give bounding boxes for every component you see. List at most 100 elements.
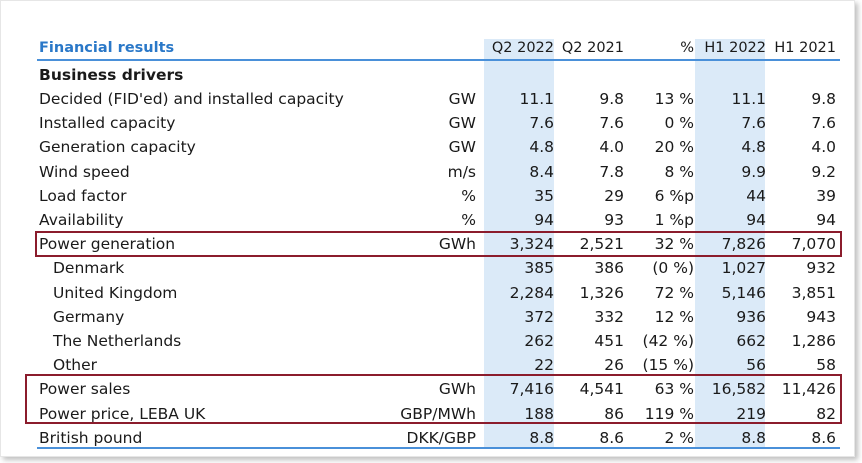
cell-pct: 2 %: [664, 428, 694, 447]
row-unit: DKK/GBP: [406, 428, 476, 447]
row-unit: %: [461, 186, 476, 205]
table-row: Other 22 26 (15 %) 56 58: [1, 353, 854, 377]
cell-q2-2022: 262: [524, 332, 554, 350]
row-label: Power generation: [39, 235, 176, 254]
row-label: Decided (FID'ed) and installed capacity: [39, 90, 344, 108]
power-generation-highlight-box: [35, 231, 842, 257]
row-label: Other: [53, 356, 98, 375]
cell-h1-2021: 8.6: [811, 428, 836, 447]
cell-pct: 72 %: [654, 283, 694, 302]
table-row: United Kingdom 2,284 1,326 72 % 5,146 3,851: [1, 281, 854, 305]
cell-q2-2021: 29: [604, 186, 624, 205]
row-label: Load factor: [39, 186, 127, 205]
cell-h1-2022: 219: [736, 404, 766, 423]
cell-q2-2022: 22: [534, 356, 554, 375]
row-label: The Netherlands: [53, 332, 182, 350]
row-unit: %: [461, 211, 476, 229]
cell-pct: 63 %: [654, 380, 694, 399]
cell-h1-2022: 16,582: [711, 380, 766, 399]
section-heading-row: Business drivers: [1, 63, 854, 87]
cell-q2-2022: 8.8: [529, 428, 554, 447]
cell-pct: 12 %: [654, 307, 694, 326]
cell-q2-2022: 11.1: [519, 90, 554, 108]
cell-q2-2021: 7.8: [599, 162, 624, 181]
table-row: Denmark 385 386 (0 %) 1,027 932: [1, 256, 854, 280]
cell-q2-2022: 35: [534, 186, 554, 205]
cell-pct: 13 %: [654, 90, 694, 108]
cell-pct: 1 %p: [654, 211, 694, 229]
h1-2022-highlight-band: [695, 39, 765, 449]
col-header-q2-2022: Q2 2022: [491, 40, 554, 56]
cell-h1-2021: 1,286: [791, 332, 836, 350]
cell-pct: 32 %: [654, 235, 694, 254]
cell-h1-2022: 1,027: [721, 259, 766, 278]
cell-h1-2021: 9.2: [811, 162, 836, 181]
cell-h1-2021: 94: [816, 211, 836, 229]
cell-q2-2021: 93: [604, 211, 624, 229]
col-header-h1-2022: H1 2022: [704, 40, 766, 56]
cell-h1-2022: 662: [736, 332, 766, 350]
cell-h1-2022: 44: [746, 186, 766, 205]
cell-q2-2022: 8.4: [529, 162, 554, 181]
row-unit: GW: [448, 114, 476, 133]
q2-2022-highlight-band: [484, 39, 554, 449]
row-label: Denmark: [53, 259, 125, 278]
cell-h1-2022: 8.8: [741, 428, 766, 447]
cell-pct: 8 %: [664, 162, 694, 181]
table-row: Germany 372 332 12 % 936 943: [1, 305, 854, 329]
cell-q2-2021: 8.6: [599, 428, 624, 447]
cell-q2-2021: 7.6: [599, 114, 624, 133]
table-row: Generation capacity GW 4.8 4.0 20 % 4.8 4.0: [1, 135, 854, 159]
cell-pct: 6 %p: [654, 186, 694, 205]
cell-q2-2022: 385: [524, 259, 554, 278]
table-row: Wind speed m/s 8.4 7.8 8 % 9.9 9.2: [1, 160, 854, 184]
cell-q2-2022: 188: [524, 404, 554, 423]
header-rule: [37, 59, 840, 61]
cell-h1-2022: 5,146: [721, 283, 766, 302]
cell-q2-2021: 332: [594, 307, 624, 326]
cell-q2-2021: 2,521: [579, 235, 624, 254]
table-row: Power price, LEBA UK GBP/MWh 188 86 119 % 219…: [1, 402, 854, 426]
cell-h1-2021: 9.8: [811, 90, 836, 108]
cell-h1-2022: 4.8: [741, 138, 766, 157]
row-label: United Kingdom: [53, 283, 178, 302]
cell-h1-2021: 39: [816, 186, 836, 205]
row-label: Installed capacity: [39, 114, 176, 133]
cell-h1-2021: 943: [806, 307, 836, 326]
row-label: Germany: [53, 307, 125, 326]
cell-q2-2021: 9.8: [599, 90, 624, 108]
cell-q2-2022: 372: [524, 307, 554, 326]
table-header-row: Financial results Q2 2022 Q2 2021 % H1 2…: [1, 36, 854, 60]
table-row: The Netherlands 262 451 (42 %) 662 1,286: [1, 329, 854, 353]
cell-h1-2021: 7,070: [791, 235, 836, 254]
row-label: British pound: [39, 428, 143, 447]
col-header-pct: %: [680, 40, 694, 56]
cell-h1-2022: 11.1: [731, 90, 766, 108]
cell-h1-2022: 936: [736, 307, 766, 326]
cell-q2-2022: 7.6: [529, 114, 554, 133]
row-label: Availability: [39, 211, 124, 229]
row-label: Power price, LEBA UK: [39, 404, 206, 423]
cell-q2-2022: 3,324: [509, 235, 554, 254]
cell-pct: (15 %): [642, 356, 694, 375]
cell-q2-2022: 94: [534, 211, 554, 229]
cell-h1-2021: 932: [806, 259, 836, 278]
cell-q2-2021: 4.0: [599, 138, 624, 157]
cell-q2-2022: 2,284: [509, 283, 554, 302]
footer-rule: [37, 447, 840, 449]
row-unit: GW: [448, 138, 476, 157]
table-row: Power sales GWh 7,416 4,541 63 % 16,582 11,426: [1, 377, 854, 401]
cell-h1-2021: 4.0: [811, 138, 836, 157]
cell-q2-2021: 451: [594, 332, 624, 350]
table-row: Installed capacity GW 7.6 7.6 0 % 7.6 7.6: [1, 111, 854, 135]
row-unit: GBP/MWh: [400, 404, 476, 423]
table-row: Load factor% 35 29 6 %p 44 39: [1, 184, 854, 208]
cell-h1-2022: 7,826: [721, 235, 766, 254]
table-frame: Financial results Q2 2022 Q2 2021 % H1 2…: [0, 0, 855, 457]
cell-pct: 20 %: [654, 138, 694, 157]
table-title: Financial results: [39, 40, 175, 56]
row-unit: GW: [448, 90, 476, 108]
cell-h1-2021: 7.6: [811, 114, 836, 133]
cell-q2-2021: 26: [604, 356, 624, 375]
table-row: Power generation GWh 3,324 2,521 32 % 7,826 7,…: [1, 232, 854, 256]
